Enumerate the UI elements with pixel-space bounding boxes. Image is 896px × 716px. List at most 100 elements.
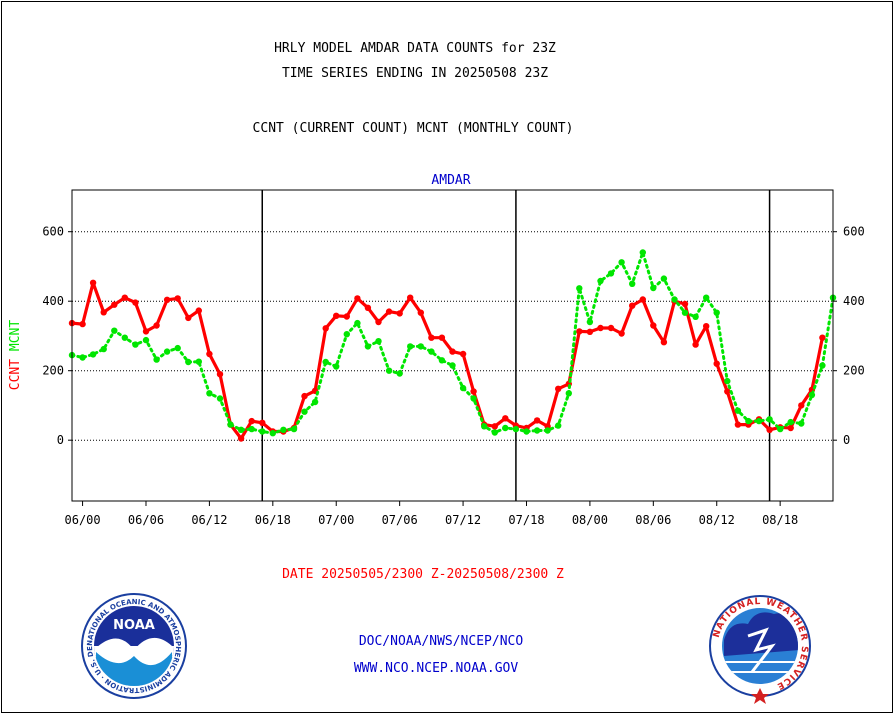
data-point-mcnt bbox=[216, 395, 224, 402]
data-point-ccnt bbox=[163, 296, 171, 303]
nws-star-icon bbox=[751, 688, 769, 704]
data-point-ccnt bbox=[576, 328, 583, 335]
data-point-ccnt bbox=[798, 402, 805, 409]
x-tick-label: 06/12 bbox=[191, 513, 227, 527]
data-point-ccnt bbox=[364, 304, 372, 311]
data-point-ccnt bbox=[195, 307, 202, 314]
data-point-mcnt bbox=[692, 313, 699, 320]
data-point-mcnt bbox=[586, 318, 594, 326]
data-point-mcnt bbox=[629, 280, 636, 287]
x-tick-label: 08/00 bbox=[572, 513, 608, 527]
data-point-mcnt bbox=[132, 341, 139, 348]
data-point-mcnt bbox=[311, 398, 319, 406]
data-point-mcnt bbox=[206, 390, 213, 397]
data-point-ccnt bbox=[343, 313, 350, 320]
data-point-mcnt bbox=[766, 416, 773, 423]
data-point-mcnt bbox=[597, 277, 604, 285]
data-point-ccnt bbox=[322, 325, 329, 332]
data-point-ccnt bbox=[111, 301, 118, 308]
data-point-mcnt bbox=[449, 362, 456, 369]
data-point-ccnt bbox=[206, 350, 213, 358]
data-point-mcnt bbox=[481, 423, 488, 430]
data-point-mcnt bbox=[512, 425, 520, 433]
data-point-mcnt bbox=[470, 395, 477, 402]
data-point-mcnt bbox=[385, 367, 393, 374]
data-point-ccnt bbox=[89, 279, 97, 286]
data-point-ccnt bbox=[629, 302, 636, 309]
data-point-ccnt bbox=[174, 295, 181, 302]
data-point-ccnt bbox=[597, 324, 604, 332]
data-point-mcnt bbox=[195, 358, 202, 365]
data-point-ccnt bbox=[459, 350, 467, 358]
y-tick-label-right: 0 bbox=[843, 433, 850, 447]
data-point-mcnt bbox=[417, 343, 424, 350]
data-point-ccnt bbox=[248, 417, 255, 425]
panel-label: AMDAR bbox=[431, 173, 470, 188]
chart-title-line-2: TIME SERIES ENDING IN 20250508 23Z bbox=[282, 66, 548, 81]
data-point-mcnt bbox=[290, 425, 298, 433]
data-point-mcnt bbox=[819, 362, 826, 369]
data-point-ccnt bbox=[734, 421, 742, 428]
y-axis-title-mcnt: MCNT bbox=[8, 320, 23, 351]
data-point-mcnt bbox=[333, 363, 340, 370]
data-point-ccnt bbox=[533, 417, 541, 424]
x-tick-label: 06/06 bbox=[128, 513, 164, 527]
data-point-mcnt bbox=[745, 417, 752, 425]
grid-lines bbox=[72, 190, 833, 501]
data-point-mcnt bbox=[438, 357, 446, 364]
data-point-ccnt bbox=[618, 330, 625, 337]
data-point-mcnt bbox=[544, 427, 551, 434]
data-point-mcnt bbox=[428, 348, 435, 355]
data-point-mcnt bbox=[153, 356, 160, 363]
y-tick-label-left: 0 bbox=[57, 433, 64, 447]
noaa-ring-text: NATIONAL OCEANIC AND ATMOSPHERIC ADMINIS… bbox=[0, 0, 182, 694]
data-point-mcnt bbox=[280, 426, 287, 433]
data-point-ccnt bbox=[819, 334, 826, 341]
data-point-ccnt bbox=[407, 294, 414, 301]
data-point-ccnt bbox=[703, 323, 710, 330]
data-point-ccnt bbox=[555, 385, 562, 392]
data-point-mcnt bbox=[777, 425, 784, 433]
data-point-ccnt bbox=[375, 318, 382, 326]
nws-logo-icon: NATIONAL WEATHER SERVICE bbox=[709, 595, 811, 704]
footer-url[interactable]: WWW.NCO.NCEP.NOAA.GOV bbox=[354, 661, 519, 676]
x-tick-label: 07/06 bbox=[382, 513, 418, 527]
data-point-mcnt bbox=[565, 390, 572, 397]
data-point-ccnt bbox=[237, 435, 245, 442]
data-point-mcnt bbox=[681, 309, 689, 316]
y-axis-title: CCNT MCNT bbox=[8, 320, 23, 391]
data-point-mcnt bbox=[396, 370, 403, 377]
data-point-ccnt bbox=[185, 314, 192, 322]
plot-border bbox=[71, 189, 834, 502]
data-point-mcnt bbox=[89, 351, 97, 358]
data-point-mcnt bbox=[407, 343, 414, 350]
data-point-ccnt bbox=[660, 339, 668, 346]
data-point-ccnt bbox=[396, 310, 403, 317]
data-point-mcnt bbox=[259, 428, 266, 435]
data-point-ccnt bbox=[142, 328, 150, 335]
noaa-center-text: NOAA bbox=[113, 618, 155, 633]
x-tick-label: 08/12 bbox=[699, 513, 735, 527]
data-point-ccnt bbox=[639, 296, 646, 303]
data-point-mcnt bbox=[639, 249, 646, 256]
data-point-mcnt bbox=[459, 384, 467, 392]
data-point-mcnt bbox=[607, 270, 615, 277]
x-tick-label: 06/00 bbox=[65, 513, 101, 527]
data-point-mcnt bbox=[142, 336, 150, 344]
data-point-mcnt bbox=[227, 421, 234, 428]
data-point-ccnt bbox=[681, 300, 689, 308]
data-point-mcnt bbox=[322, 358, 329, 366]
x-tick-label: 07/00 bbox=[318, 513, 354, 527]
data-point-ccnt bbox=[787, 424, 794, 432]
data-point-mcnt bbox=[354, 319, 361, 327]
x-tick-label: 07/12 bbox=[445, 513, 481, 527]
chart-subtitle: CCNT (CURRENT COUNT) MCNT (MONTHLY COUNT… bbox=[253, 121, 574, 136]
data-point-ccnt bbox=[586, 328, 594, 335]
data-point-mcnt bbox=[787, 418, 794, 426]
data-point-mcnt bbox=[100, 345, 107, 353]
x-axis-label: DATE 20250505/2300 Z-20250508/2300 Z bbox=[282, 567, 564, 582]
x-tick-label: 08/06 bbox=[635, 513, 671, 527]
data-point-ccnt bbox=[449, 348, 456, 355]
data-point-ccnt bbox=[428, 334, 435, 341]
